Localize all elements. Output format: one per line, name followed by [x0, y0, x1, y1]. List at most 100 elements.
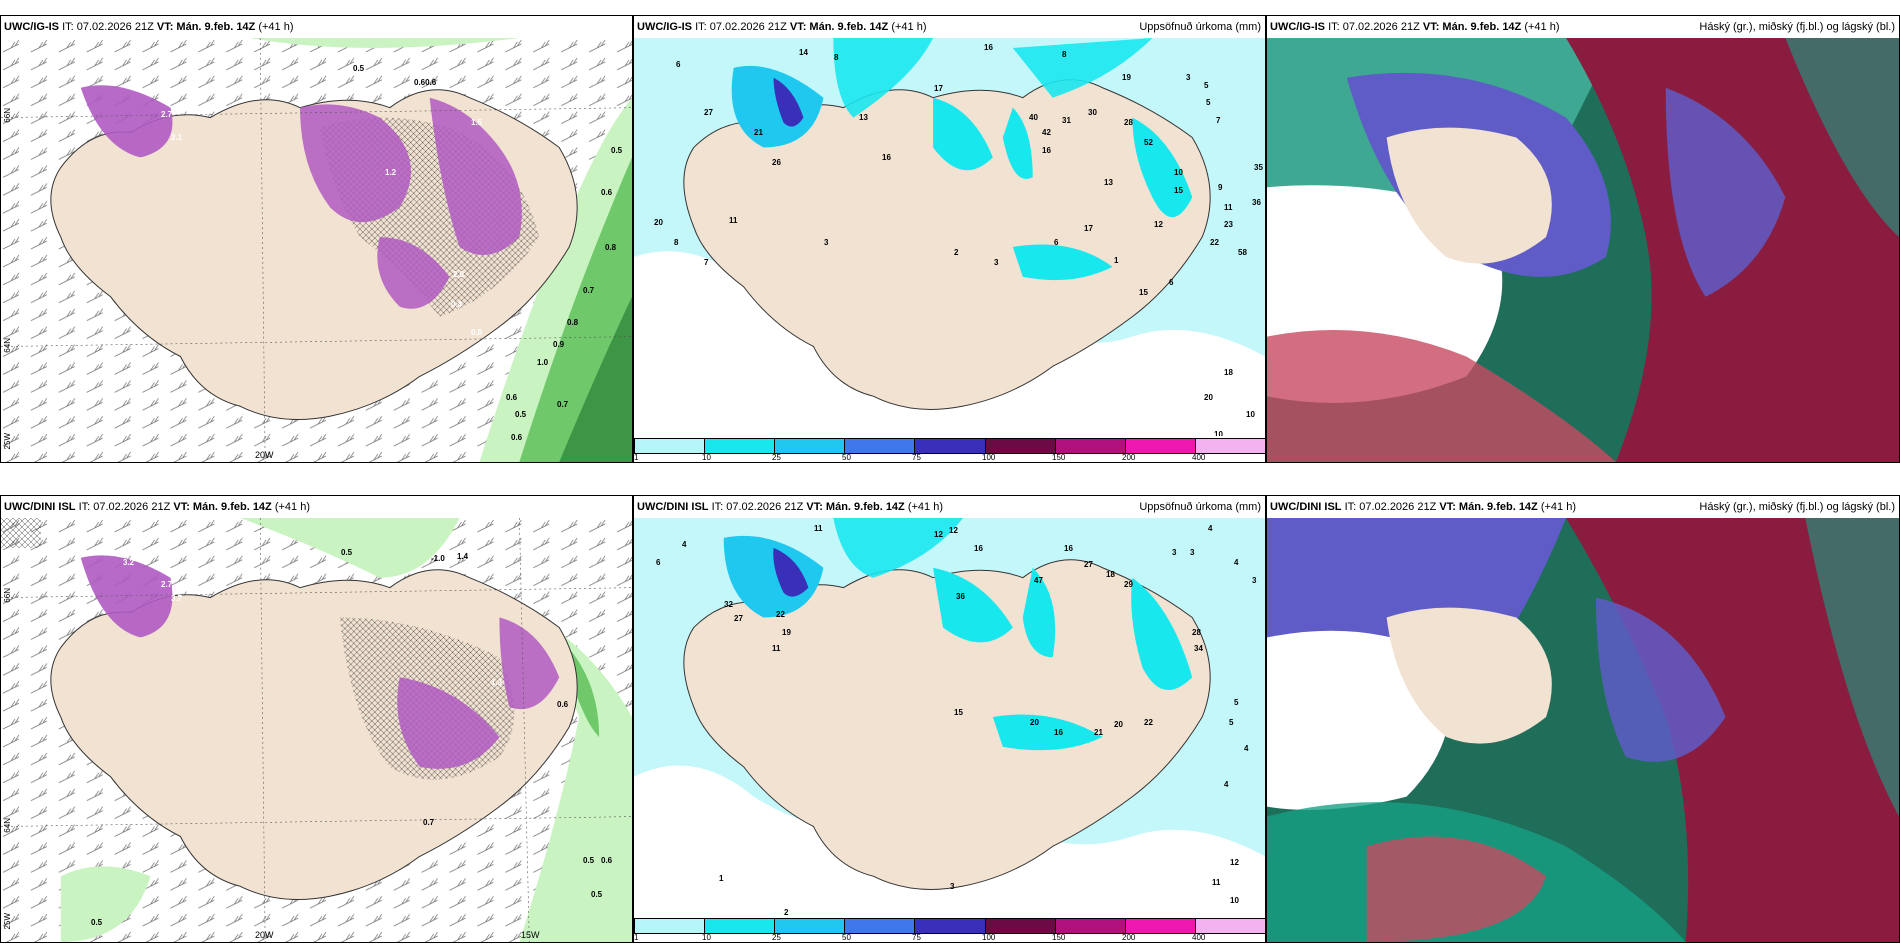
- map-value: 6: [1054, 238, 1059, 247]
- map-value: 20: [1204, 393, 1213, 402]
- legend-tick: 150: [1052, 933, 1066, 942]
- legend-ticks: 1 10 25 50 75 100 150 200 400: [634, 933, 1265, 942]
- map-value: 2.7: [161, 110, 173, 119]
- init-time: IT: 07.02.2026 21Z: [62, 21, 154, 33]
- valid-time: VT: Mán. 9.feb. 14Z: [1422, 21, 1522, 33]
- map-value: 36: [956, 592, 965, 601]
- lead-time: (+41 h): [1540, 501, 1577, 513]
- map-value: 11: [1224, 203, 1233, 212]
- map-value: 11: [772, 644, 781, 653]
- map-value: 21: [1094, 728, 1103, 737]
- map-value: 2.7: [161, 580, 173, 589]
- map-value: 58: [1238, 248, 1247, 257]
- map-canvas: [634, 38, 1265, 436]
- map-value: 17: [934, 84, 943, 93]
- legend-swatch: [774, 439, 845, 453]
- model-name: UWC/IG-IS: [4, 21, 59, 33]
- legend-swatch: [914, 919, 985, 933]
- map-value: 0.8: [605, 243, 617, 252]
- map-value: 0.5: [91, 918, 103, 927]
- map-value: 12: [934, 530, 943, 539]
- map-value: 22: [1210, 238, 1219, 247]
- map-value: 13: [1104, 178, 1113, 187]
- init-time: IT: 07.02.2026 21Z: [1328, 21, 1420, 33]
- map-value: 17: [1084, 224, 1093, 233]
- legend-swatch: [1124, 439, 1195, 453]
- lat-label: 66N: [3, 108, 12, 123]
- map-value: 5: [1234, 698, 1239, 707]
- map-value: 1.5: [471, 118, 483, 127]
- map-value: 27: [734, 614, 743, 623]
- map-value: 1.4: [457, 552, 469, 561]
- lon-label: 15W: [521, 930, 540, 940]
- map-value: 5: [1204, 81, 1209, 90]
- map-value: 3.2: [123, 558, 135, 567]
- legend-swatch: [844, 919, 915, 933]
- map-value: 0.7: [423, 818, 435, 827]
- lat-label: 66N: [3, 588, 12, 603]
- legend-tick: 400: [1192, 933, 1206, 942]
- map-value: 15: [1174, 186, 1183, 195]
- map-canvas: [1267, 38, 1899, 462]
- map-value: 32: [724, 600, 733, 609]
- map-value: 3.7: [171, 594, 183, 603]
- lat-label: 25W: [3, 433, 12, 450]
- map-value: 35: [1254, 163, 1263, 172]
- map-value: 0.9: [553, 340, 565, 349]
- map-value: 16: [1064, 544, 1073, 553]
- legend-tick: 1: [634, 933, 639, 942]
- map-value: 0.6: [601, 856, 613, 865]
- legend-bar: [634, 918, 1265, 934]
- legend-tick: 50: [842, 933, 851, 942]
- map-value: 47: [1034, 576, 1043, 585]
- lat-label: 64N: [3, 818, 12, 833]
- panel-dini-accum-precip: UWC/DINI ISL IT: 07.02.2026 21Z VT: Mán.…: [633, 495, 1266, 943]
- legend-swatch: [704, 439, 775, 453]
- legend-tick: 75: [912, 453, 921, 462]
- lon-label: 20W: [255, 930, 274, 940]
- map-value: 15: [954, 708, 963, 717]
- map-value: 11: [814, 524, 823, 533]
- map-cloud-layers: [1267, 38, 1899, 462]
- legend-tick: 25: [772, 933, 781, 942]
- lead-time: (+41 h): [891, 21, 927, 33]
- map-canvas: [1, 38, 632, 462]
- lat-label: 25W: [3, 913, 12, 930]
- map-value: 28: [1192, 628, 1201, 637]
- map-value: 40: [1029, 113, 1038, 122]
- map-value: 20: [1114, 720, 1123, 729]
- panel-title: Uppsöfnuð úrkoma (mm): [1139, 21, 1261, 33]
- map-value: 7: [1216, 116, 1221, 125]
- map-value: 15: [1139, 288, 1148, 297]
- map-value: 34: [1194, 644, 1203, 653]
- panel-igis-cloud-layers: UWC/IG-IS IT: 07.02.2026 21Z VT: Mán. 9.…: [1266, 15, 1900, 463]
- lat-label: 64N: [3, 338, 12, 353]
- map-value: 21: [754, 128, 763, 137]
- legend-swatch: [984, 439, 1055, 453]
- map-value: 1: [1114, 256, 1119, 265]
- panel-title: Háský (gr.), miðský (fj.bl.) og lágský (…: [1699, 21, 1895, 33]
- legend-swatch: [634, 439, 705, 453]
- map-value: 52: [1144, 138, 1153, 147]
- panel-igis-precip-type: UWC/IG-IS IT: 07.02.2026 21Z VT: Mán. 9.…: [0, 15, 633, 463]
- valid-time: VT: Mán. 9.feb. 14Z: [806, 501, 905, 513]
- init-time: IT: 07.02.2026 21Z: [1344, 501, 1437, 513]
- map-accum-precip: 11 4 6 12 12 16 16 27 18 29 36 47 4 3 3 …: [634, 518, 1265, 917]
- panel-dini-precip-type: UWC/DINI ISL IT: 07.02.2026 21Z VT: Mán.…: [0, 495, 633, 943]
- map-value: 0.60.6: [414, 78, 437, 87]
- legend-ticks: 1 10 25 50 75 100 150 200 400: [634, 453, 1265, 462]
- panel-header: UWC/IG-IS IT: 07.02.2026 21Z VT: Mán. 9.…: [1, 16, 632, 38]
- map-value: 20: [1030, 718, 1039, 727]
- legend-swatch: [914, 439, 985, 453]
- map-value: 2: [954, 248, 959, 257]
- legend-swatch: [1124, 919, 1195, 933]
- map-precip-type: 66N 64N 25W 20W 0.5 0.60.6 0.5 0.6 0.8 0…: [1, 38, 632, 462]
- legend-swatch: [1054, 439, 1125, 453]
- map-value: 18: [1224, 368, 1233, 377]
- legend-tick: 100: [982, 453, 996, 462]
- map-value: 16: [974, 544, 983, 553]
- legend-tick: 100: [982, 933, 996, 942]
- map-value: 12: [1154, 220, 1163, 229]
- model-name: UWC/IG-IS: [637, 21, 692, 33]
- map-value: 8: [1062, 50, 1067, 59]
